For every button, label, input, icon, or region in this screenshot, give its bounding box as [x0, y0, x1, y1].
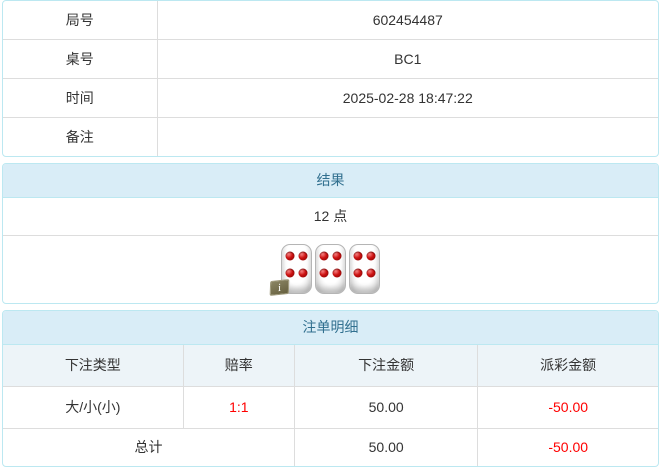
bet-type-value: 大/小(小) — [3, 386, 184, 429]
table-row: 局号 602454487 — [3, 1, 658, 40]
payout-amount-value: -50.00 — [477, 386, 658, 429]
die-4-icon — [315, 244, 346, 294]
table-number-value: BC1 — [157, 39, 658, 79]
bet-details-table: 下注类型 赔率 下注金额 派彩金额 大/小(小) 1:1 50.00 -50.0… — [3, 345, 658, 466]
die-4-icon — [349, 244, 380, 294]
bet-amount-value: 50.00 — [293, 386, 478, 429]
die-pip — [319, 251, 329, 261]
die-pip — [285, 251, 295, 261]
result-panel-title: 结果 — [3, 164, 658, 198]
column-odds: 赔率 — [182, 345, 295, 387]
time-value: 2025-02-28 18:47:22 — [157, 78, 658, 118]
table-row: 大/小(小) 1:1 50.00 -50.00 — [3, 386, 658, 429]
game-info-table: 局号 602454487 桌号 BC1 时间 2025-02-28 18:47:… — [3, 1, 658, 156]
round-number-value: 602454487 — [372, 12, 443, 28]
remark-value — [157, 117, 658, 156]
total-bet-amount: 50.00 — [293, 428, 478, 466]
die-pip — [298, 268, 308, 278]
table-header-row: 下注类型 赔率 下注金额 派彩金额 — [3, 345, 658, 387]
table-row: 备注 — [3, 117, 658, 156]
die-pip — [353, 268, 363, 278]
round-number-label: 局号 — [3, 1, 158, 40]
die-pip — [366, 251, 376, 261]
table-number-label: 桌号 — [3, 39, 158, 79]
die-pip — [285, 268, 295, 278]
table-row: 桌号 BC1 — [3, 39, 658, 79]
total-row: 总计 50.00 -50.00 — [3, 428, 658, 466]
dice-row: i — [3, 236, 658, 303]
table-row: 时间 2025-02-28 18:47:22 — [3, 78, 658, 118]
column-bet-type: 下注类型 — [3, 345, 184, 387]
die-pip — [332, 268, 342, 278]
remark-label: 备注 — [3, 117, 158, 156]
bet-details-title: 注单明细 — [3, 311, 658, 345]
die-pip — [319, 268, 329, 278]
die-pip — [366, 268, 376, 278]
result-panel: 结果 12 点 i — [2, 163, 659, 304]
column-bet-amount: 下注金额 — [293, 345, 478, 387]
game-info-panel: 局号 602454487 桌号 BC1 时间 2025-02-28 18:47:… — [2, 0, 659, 157]
dice-group: i — [269, 244, 382, 296]
die-pip — [332, 251, 342, 261]
total-label: 总计 — [3, 428, 295, 466]
info-icon[interactable]: i — [269, 279, 289, 296]
time-label: 时间 — [3, 78, 158, 118]
die-pip — [298, 251, 308, 261]
die-pip — [353, 251, 363, 261]
odds-value: 1:1 — [182, 386, 295, 429]
total-payout-amount: -50.00 — [477, 428, 658, 466]
bet-details-panel: 注单明细 下注类型 赔率 下注金额 派彩金额 大/小(小) 1:1 50.00 … — [2, 310, 659, 467]
column-payout-amount: 派彩金额 — [477, 345, 658, 387]
result-points: 12 点 — [3, 198, 658, 236]
